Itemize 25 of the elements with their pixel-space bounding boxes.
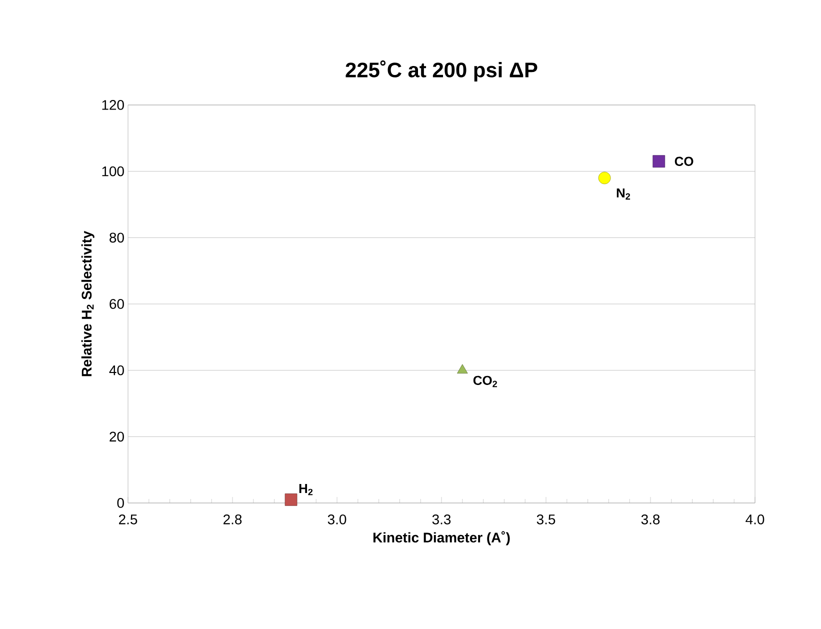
point — [652, 155, 666, 168]
y-tick-label: 40 — [109, 365, 124, 376]
point — [457, 364, 468, 374]
x-tick-label: 3.8 — [641, 514, 660, 524]
y-tick-label: 20 — [110, 432, 124, 442]
y-tick-label: 100 — [102, 166, 124, 176]
y-tick-label: 120 — [102, 100, 124, 110]
x-tick-label: 2.8 — [224, 514, 242, 524]
x-axis-title: Kinetic Diameter (A˚) — [373, 531, 510, 546]
x-tick-label: 3.3 — [432, 514, 451, 524]
y-tick-label: 80 — [110, 232, 124, 243]
series-label: CO$_{2}$ — [473, 376, 497, 388]
y-tick-label: 0 — [117, 498, 124, 508]
x-tick-label: 3.5 — [536, 514, 556, 524]
point — [284, 493, 298, 506]
x-tick-label: 3.0 — [328, 514, 346, 524]
series-label: CO — [674, 156, 694, 166]
point — [598, 172, 611, 184]
x-tick-label: 4.0 — [746, 514, 764, 524]
series-label: H$_{2}$ — [299, 484, 313, 496]
chart-title: 225˚C at 200 psi ΔP — [346, 60, 538, 82]
series-label: N$_{2}$ — [616, 188, 630, 200]
x-tick-label: 2.5 — [119, 514, 138, 524]
y-axis-title: Relative H$_{2}$ Selectivity — [81, 230, 94, 376]
y-tick-label: 60 — [110, 299, 124, 309]
